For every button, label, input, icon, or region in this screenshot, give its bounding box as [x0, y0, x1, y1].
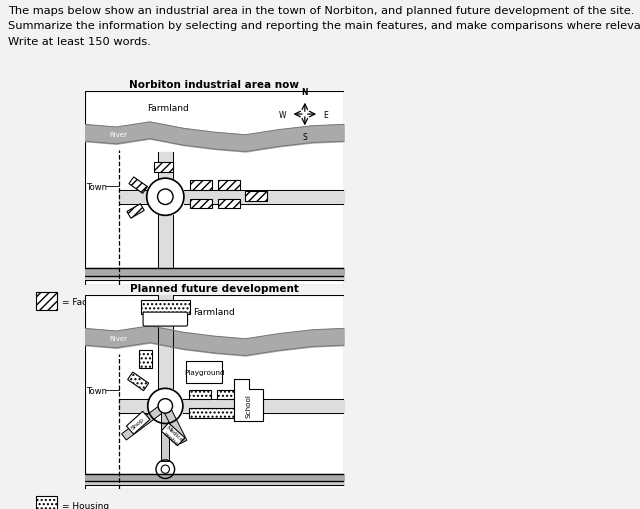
Text: = Factory: = Factory	[61, 297, 105, 306]
Bar	[141, 300, 190, 315]
Text: W: W	[278, 110, 286, 119]
Polygon shape	[234, 379, 264, 421]
Bar	[218, 199, 240, 209]
Polygon shape	[126, 411, 150, 434]
Text: Summarize the information by selecting and reporting the main features, and make: Summarize the information by selecting a…	[8, 21, 640, 32]
Polygon shape	[161, 423, 185, 446]
Circle shape	[158, 399, 173, 413]
Polygon shape	[140, 351, 152, 369]
Text: Farmland: Farmland	[193, 307, 236, 317]
Text: Shop: Shop	[131, 416, 146, 430]
Bar	[154, 163, 173, 173]
Bar	[186, 361, 222, 383]
Bar	[36, 496, 57, 509]
Text: = Housing: = Housing	[61, 501, 109, 509]
Text: Town: Town	[86, 183, 108, 191]
Bar	[190, 181, 212, 191]
Polygon shape	[161, 406, 169, 462]
Text: Farmland: Farmland	[147, 104, 189, 113]
Bar	[245, 191, 268, 201]
Circle shape	[157, 190, 173, 205]
Text: E: E	[324, 110, 328, 119]
Title: Planned future development: Planned future development	[130, 283, 299, 293]
Title: Norbiton industrial area now: Norbiton industrial area now	[129, 79, 300, 90]
Text: N: N	[301, 88, 308, 97]
Bar	[189, 409, 239, 418]
Text: Playground: Playground	[184, 369, 225, 375]
Polygon shape	[122, 403, 168, 440]
Bar	[217, 390, 239, 400]
Polygon shape	[127, 373, 148, 391]
Text: School: School	[246, 393, 252, 417]
Bar	[189, 390, 211, 400]
Text: Medical
centre: Medical centre	[161, 424, 184, 447]
Text: River: River	[110, 132, 128, 138]
Bar	[190, 199, 212, 209]
Text: S: S	[303, 133, 307, 142]
Text: River: River	[110, 335, 128, 342]
Polygon shape	[162, 404, 187, 444]
Bar	[36, 292, 57, 310]
Bar	[218, 181, 240, 191]
FancyBboxPatch shape	[143, 313, 188, 326]
Text: Town: Town	[86, 386, 108, 395]
Polygon shape	[129, 178, 147, 194]
Text: The maps below show an industrial area in the town of Norbiton, and planned futu: The maps below show an industrial area i…	[8, 6, 634, 16]
Polygon shape	[127, 204, 144, 219]
Text: Write at least 150 words.: Write at least 150 words.	[8, 37, 150, 47]
Circle shape	[161, 465, 170, 473]
